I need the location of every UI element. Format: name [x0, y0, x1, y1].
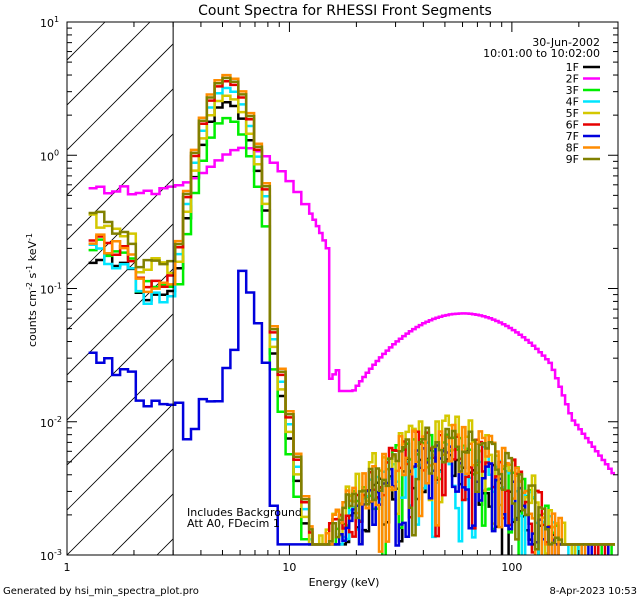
- axes-group: 1 10 100 101 100 10-1 10-2 10-3: [40, 15, 619, 574]
- x-tick-label: 100: [501, 561, 522, 574]
- legend-label-9F: 9F: [566, 153, 579, 166]
- y-tick-label: 10-1: [40, 282, 62, 297]
- legend-label-4F: 4F: [566, 96, 579, 109]
- series-line-3F: [88, 116, 613, 555]
- annotation-attenuator: Att A0, FDecim 1: [187, 517, 280, 530]
- legend-label-7F: 7F: [566, 130, 579, 143]
- legend-label-6F: 6F: [566, 119, 579, 132]
- legend-label-3F: 3F: [566, 84, 579, 97]
- series-line-7F: [88, 269, 610, 555]
- x-axis-label: Energy (keV): [309, 576, 380, 589]
- chart-title: Count Spectra for RHESSI Front Segments: [198, 3, 492, 19]
- time-range-label: 10:01:00 to 10:02:00: [483, 47, 600, 60]
- x-tick-label: 1: [64, 561, 71, 574]
- series-group: [88, 73, 615, 555]
- y-tick-label: 10-3: [40, 548, 62, 563]
- hatch-line: [247, 22, 640, 555]
- hatch-line: [67, 223, 174, 331]
- hatch-line: [67, 403, 174, 511]
- x-tick-label: 10: [282, 561, 296, 574]
- y-axis-label: counts cm-2 s-1 keV-1: [25, 233, 39, 347]
- legend-label-8F: 8F: [566, 142, 579, 155]
- hatched-region: [0, 22, 640, 555]
- series-line-5F: [88, 94, 615, 555]
- legend-label-5F: 5F: [566, 107, 579, 120]
- legend-label-1F: 1F: [566, 61, 579, 74]
- hatch-line: [67, 448, 174, 555]
- y-tick-label: 100: [40, 148, 59, 163]
- series-line-2F: [88, 146, 615, 475]
- hatch-line: [67, 88, 174, 196]
- footer-timestamp: 8-Apr-2023 10:53: [550, 586, 637, 597]
- legend-label-2F: 2F: [566, 73, 579, 86]
- date-label: 30-Jun-2002: [532, 36, 600, 49]
- y-tick-label: 101: [40, 15, 59, 30]
- hatch-line: [0, 22, 15, 555]
- y-tick-label: 10-2: [40, 415, 62, 430]
- footer-generated-by: Generated by hsi_min_spectra_plot.pro: [3, 586, 199, 597]
- hatch-line: [67, 43, 174, 151]
- series-line-9F: [88, 76, 615, 551]
- annotation-background: Includes Background: [187, 506, 302, 519]
